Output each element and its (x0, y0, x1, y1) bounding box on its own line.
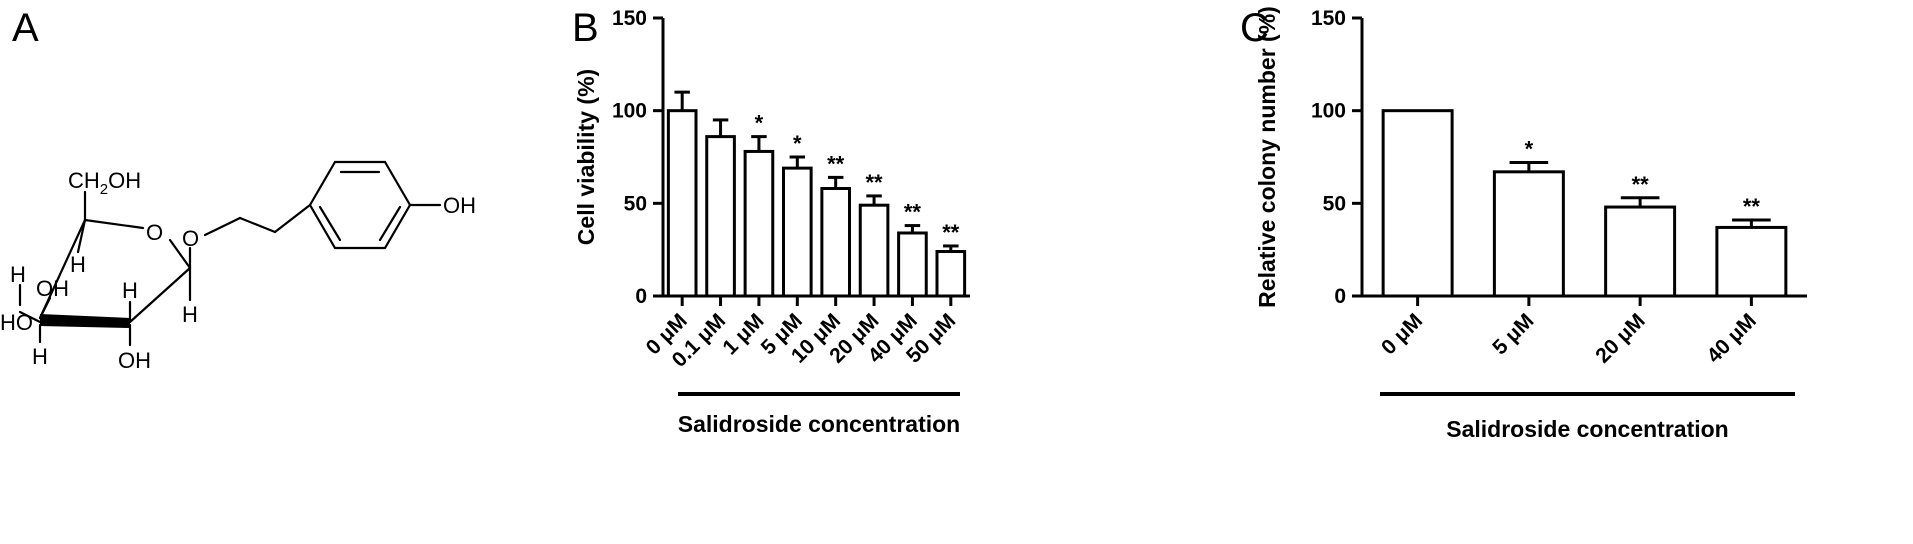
ring-bond (168, 238, 192, 270)
oh-c2-label: OH (118, 348, 151, 373)
linker-bond (273, 203, 312, 234)
category-label: 0 μM (1377, 309, 1427, 359)
ho-c4-label: HO (0, 310, 33, 335)
y-axis-title: Relative colony number (%) (1254, 6, 1280, 308)
y-axis-title: Cell viability (%) (573, 69, 599, 245)
significance-label: ** (1632, 172, 1650, 197)
phenyl-double-bond (378, 205, 402, 242)
y-tick-label: 100 (1311, 100, 1346, 123)
bar (743, 149, 775, 298)
y-tick-label: 50 (1323, 192, 1346, 215)
phenyl-ring (308, 160, 412, 250)
bar (1381, 109, 1454, 298)
y-tick-label: 150 (1311, 7, 1346, 30)
bar (1715, 225, 1788, 298)
h-c4-top-label: H (70, 252, 86, 277)
panel-a-letter: A (12, 6, 39, 50)
significance-label: * (793, 131, 802, 156)
h-c1-label: H (182, 302, 198, 327)
wedge-bond (40, 314, 130, 328)
linker-bond (203, 216, 242, 237)
significance-label: * (1525, 137, 1534, 162)
bar (666, 109, 698, 298)
x-axis-title: Salidroside concentration (1446, 416, 1728, 442)
y-tick-label: 150 (612, 7, 647, 30)
oh-c3-label: OH (36, 276, 69, 301)
panel-b-letter: B (572, 6, 599, 50)
significance-label: ** (827, 151, 845, 176)
h-c5-label: H (10, 262, 26, 287)
significance-label: ** (904, 200, 922, 225)
significance-label: ** (1743, 194, 1761, 219)
bar (858, 203, 890, 298)
ring-bond (83, 218, 145, 230)
significance-label: ** (942, 220, 960, 245)
category-label: 40 μM (1703, 309, 1761, 367)
bar (705, 135, 736, 298)
salidroside-structure: CH2OH O O OH H H OH H H HO H OH (0, 160, 476, 373)
y-tick-label: 0 (1334, 285, 1346, 308)
bar (935, 250, 967, 298)
bar (820, 187, 852, 298)
y-tick-label: 0 (635, 285, 647, 308)
category-label: 5 μM (1488, 309, 1538, 359)
category-label: 1 μM (718, 309, 768, 359)
linker-bond (238, 216, 277, 234)
h-c2-label: H (122, 278, 138, 303)
significance-label: ** (866, 170, 884, 195)
phenol-oh-label: OH (443, 193, 476, 218)
significance-label: * (755, 111, 764, 136)
bar (897, 231, 928, 298)
ring-oxygen-label: O (146, 220, 163, 245)
y-tick-label: 50 (624, 192, 647, 215)
x-axis-title: Salidroside concentration (678, 411, 960, 437)
ch2oh-label: CH2OH (68, 168, 141, 198)
h-c4-bottom-label: H (32, 344, 48, 369)
phenyl-double-bond (318, 205, 342, 242)
bar (781, 166, 813, 298)
chart-c: 0 50 100 150 Relative colony number (%) 0 μM *… (1254, 6, 1807, 442)
bar (1492, 170, 1565, 298)
glycosidic-oxygen-label: O (182, 226, 199, 251)
category-label: 20 μM (1591, 309, 1649, 367)
bar (1604, 205, 1677, 298)
panel-c-letter: C (1240, 6, 1269, 50)
ring-bond (128, 266, 192, 324)
h-bond (76, 218, 87, 254)
ring-bond (18, 310, 42, 324)
y-tick-label: 100 (612, 100, 647, 123)
